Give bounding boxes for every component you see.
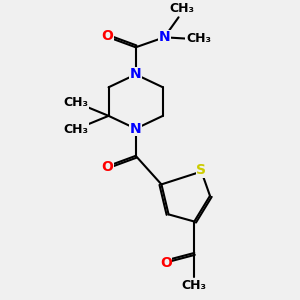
Text: N: N [130, 122, 142, 136]
Text: O: O [101, 29, 113, 43]
Text: N: N [130, 68, 142, 81]
Text: CH₃: CH₃ [63, 123, 88, 136]
Text: CH₃: CH₃ [182, 279, 207, 292]
Text: CH₃: CH₃ [169, 2, 194, 15]
Text: S: S [196, 163, 206, 177]
Text: O: O [101, 160, 113, 174]
Text: CH₃: CH₃ [186, 32, 211, 45]
Text: CH₃: CH₃ [63, 96, 88, 109]
Text: N: N [158, 30, 170, 44]
Text: O: O [160, 256, 172, 270]
